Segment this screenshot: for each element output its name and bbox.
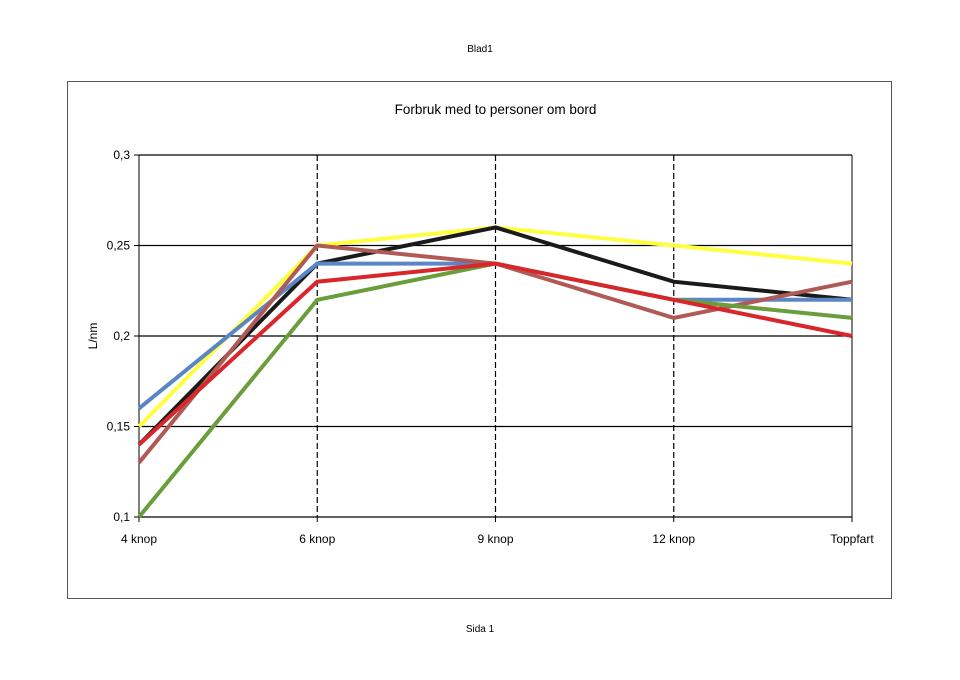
chart-area: Forbruk med to personer om bord 0,1 0,15 0,… bbox=[67, 81, 892, 599]
series-line-2 bbox=[137, 225, 853, 447]
chart-title: Forbruk med to personer om bord bbox=[395, 102, 597, 117]
sheet-header: Blad1 bbox=[467, 44, 493, 55]
y-tick-label: 0,15 bbox=[107, 420, 131, 434]
y-tick-label: 0,3 bbox=[113, 148, 130, 162]
x-tick-label: Toppfart bbox=[830, 532, 874, 546]
x-tick-label: 12 knop bbox=[652, 532, 695, 546]
y-tick-label: 0,1 bbox=[113, 510, 130, 524]
y-tick-label: 0,25 bbox=[107, 239, 131, 253]
y-axis-label: L/nm bbox=[86, 323, 100, 350]
x-tick-label: 4 knop bbox=[121, 532, 157, 546]
x-tick-label: 9 knop bbox=[477, 532, 513, 546]
x-tick-label: 6 knop bbox=[299, 532, 335, 546]
series-line-6 bbox=[137, 261, 853, 447]
page-footer: Sida 1 bbox=[465, 624, 495, 635]
y-tick-label: 0,2 bbox=[113, 329, 130, 343]
line-chart: Forbruk med to personer om bord 0,1 0,15 0,… bbox=[86, 102, 874, 546]
